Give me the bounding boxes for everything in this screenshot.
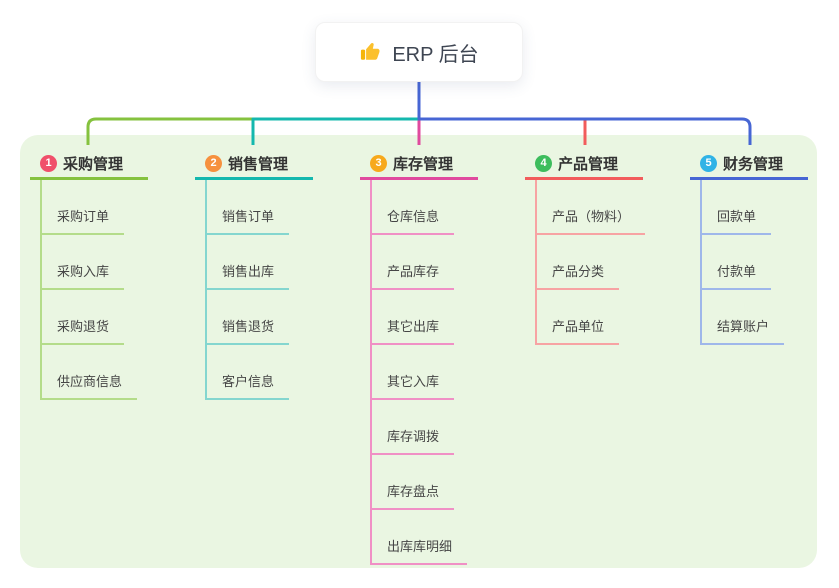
child-label: 客户信息 (222, 374, 275, 389)
child-node[interactable]: 其它出库 (370, 290, 455, 345)
branch-number-badge: 2 (205, 155, 222, 172)
branch-children: 仓库信息 产品库存 其它出库 其它入库 库存调拨 库存盘点 出库库明细 (370, 180, 510, 565)
branch-spine-line (205, 180, 207, 400)
child-node[interactable]: 其它入库 (370, 345, 455, 400)
child-label: 销售订单 (222, 209, 275, 224)
branch-title-product[interactable]: 4 产品管理 (525, 150, 643, 180)
branch-spine-line (370, 180, 372, 565)
child-label: 出库库明细 (387, 539, 453, 554)
child-node[interactable]: 仓库信息 (370, 180, 455, 235)
child-label: 回款单 (717, 209, 757, 224)
child-label: 其它入库 (387, 374, 440, 389)
branch-title-sales[interactable]: 2 销售管理 (195, 150, 313, 180)
child-label: 仓库信息 (387, 209, 440, 224)
child-node[interactable]: 销售订单 (205, 180, 290, 235)
thumbs-up-icon (361, 42, 380, 60)
child-node[interactable]: 库存盘点 (370, 455, 455, 510)
child-label: 付款单 (717, 264, 757, 279)
branch-title-label: 库存管理 (393, 156, 454, 173)
branches-background-panel (20, 135, 817, 568)
branch-number-badge: 3 (370, 155, 387, 172)
child-node[interactable]: 采购订单 (40, 180, 125, 235)
child-label: 产品（物料） (552, 209, 631, 224)
branch-title-label: 财务管理 (723, 156, 784, 173)
child-label: 销售退货 (222, 319, 275, 334)
branch-children: 回款单 付款单 结算账户 (700, 180, 839, 345)
branch-purchase-management: 1 采购管理 采购订单 采购入库 采购退货 供应商信息 (30, 150, 180, 400)
child-label: 销售出库 (222, 264, 275, 279)
branch-children: 销售订单 销售出库 销售退货 客户信息 (205, 180, 345, 400)
child-label: 库存调拨 (387, 429, 440, 444)
child-node[interactable]: 出库库明细 (370, 510, 468, 565)
branch-spine-line (535, 180, 537, 345)
child-node[interactable]: 客户信息 (205, 345, 290, 400)
branch-title-finance[interactable]: 5 财务管理 (690, 150, 808, 180)
child-label: 采购订单 (57, 209, 110, 224)
child-label: 采购退货 (57, 319, 110, 334)
branch-product-management: 4 产品管理 产品（物料） 产品分类 产品单位 (525, 150, 675, 345)
branch-children: 产品（物料） 产品分类 产品单位 (535, 180, 675, 345)
child-node[interactable]: 产品单位 (535, 290, 620, 345)
child-node[interactable]: 产品（物料） (535, 180, 646, 235)
child-node[interactable]: 产品分类 (535, 235, 620, 290)
branch-title-purchase[interactable]: 1 采购管理 (30, 150, 148, 180)
child-label: 产品分类 (552, 264, 605, 279)
child-label: 产品库存 (387, 264, 440, 279)
branch-spine-line (700, 180, 702, 345)
branch-number-badge: 5 (700, 155, 717, 172)
branch-spine-line (40, 180, 42, 400)
child-label: 库存盘点 (387, 484, 440, 499)
branch-title-label: 销售管理 (228, 156, 289, 173)
child-node[interactable]: 库存调拨 (370, 400, 455, 455)
child-node[interactable]: 付款单 (700, 235, 772, 290)
branch-children: 采购订单 采购入库 采购退货 供应商信息 (40, 180, 180, 400)
child-node[interactable]: 产品库存 (370, 235, 455, 290)
child-node[interactable]: 结算账户 (700, 290, 785, 345)
child-label: 供应商信息 (57, 374, 123, 389)
child-node[interactable]: 供应商信息 (40, 345, 138, 400)
branch-sales-management: 2 销售管理 销售订单 销售出库 销售退货 客户信息 (195, 150, 345, 400)
child-node[interactable]: 销售退货 (205, 290, 290, 345)
branch-title-label: 采购管理 (63, 156, 124, 173)
child-label: 产品单位 (552, 319, 605, 334)
branch-finance-management: 5 财务管理 回款单 付款单 结算账户 (690, 150, 839, 345)
child-label: 其它出库 (387, 319, 440, 334)
branch-title-inventory[interactable]: 3 库存管理 (360, 150, 478, 180)
branch-number-badge: 4 (535, 155, 552, 172)
child-label: 结算账户 (717, 319, 770, 334)
branch-inventory-management: 3 库存管理 仓库信息 产品库存 其它出库 其它入库 库存调拨 库存盘点 出库库… (360, 150, 510, 565)
branch-title-label: 产品管理 (558, 156, 619, 173)
child-node[interactable]: 回款单 (700, 180, 772, 235)
root-node-erp-backend[interactable]: ERP 后台 (315, 22, 523, 82)
child-label: 采购入库 (57, 264, 110, 279)
child-node[interactable]: 采购入库 (40, 235, 125, 290)
child-node[interactable]: 销售出库 (205, 235, 290, 290)
branch-number-badge: 1 (40, 155, 57, 172)
root-title: ERP 后台 (392, 43, 479, 66)
child-node[interactable]: 采购退货 (40, 290, 125, 345)
